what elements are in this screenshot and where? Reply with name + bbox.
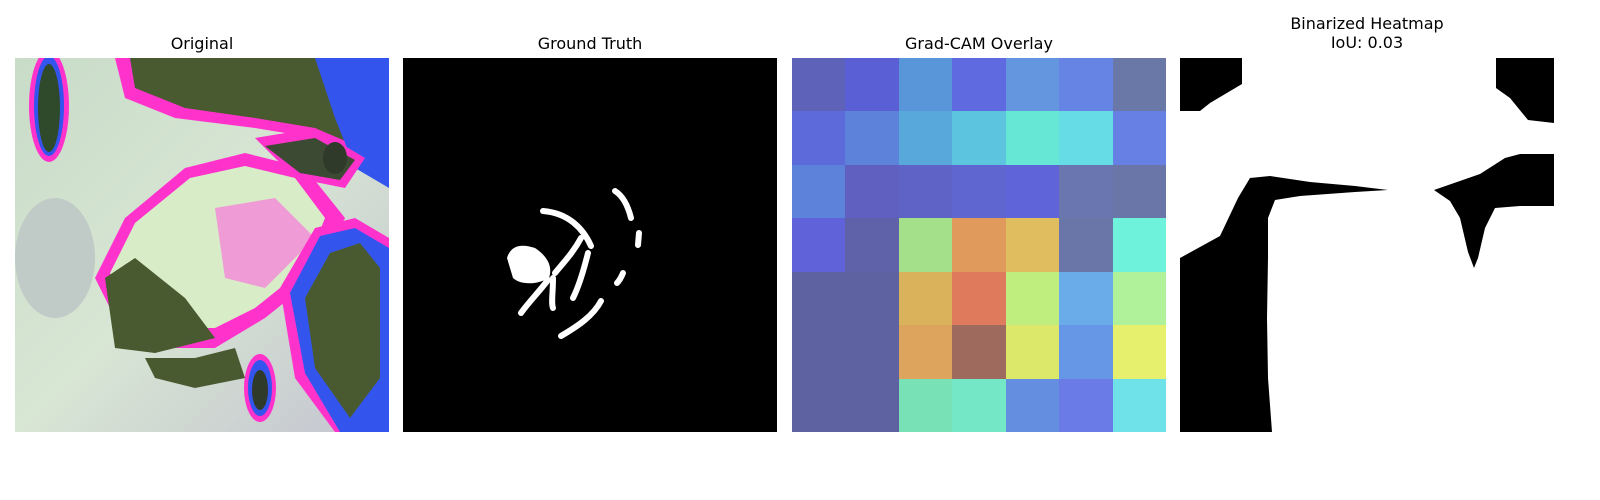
gradcam-cell-r3-c5 (1059, 218, 1113, 272)
gradcam-cell-r6-c3 (952, 378, 1006, 432)
binarized-title-line1: Binarized Heatmap (1290, 14, 1444, 33)
gradcam-cell-r0-c6 (1112, 58, 1166, 112)
gradcam-cell-r3-c3 (952, 218, 1006, 272)
gradcam-cell-r3-c1 (845, 218, 899, 272)
original-leaf-picture (15, 58, 389, 432)
gradcam-cell-r2-c4 (1005, 164, 1060, 219)
gradcam-cell-r0-c2 (898, 58, 953, 112)
gradcam-cell-r4-c1 (845, 271, 899, 326)
gradcam-cell-r6-c2 (898, 378, 953, 432)
gradcam-cell-r5-c5 (1059, 325, 1113, 379)
binarized-title: Binarized Heatmap IoU: 0.03 (1180, 14, 1554, 52)
gradcam-cell-r0-c3 (952, 58, 1006, 112)
gradcam-cell-r1-c5 (1059, 111, 1113, 165)
original-title: Original (15, 34, 389, 53)
gradcam-cell-r6-c4 (1005, 378, 1060, 432)
gradcam-cell-r5-c0 (792, 325, 846, 379)
gradcam-cell-r1-c0 (792, 111, 846, 165)
gradcam-cell-r0-c5 (1059, 58, 1113, 112)
gradcam-cell-r1-c3 (952, 111, 1006, 165)
ground-truth-mask-picture (403, 58, 777, 432)
original-title-text: Original (170, 34, 234, 53)
gradcam-cell-r3-c2 (898, 218, 953, 272)
ground-truth-title-text: Ground Truth (537, 34, 643, 53)
gradcam-cell-r6-c0 (792, 378, 846, 432)
binarized-heatmap-picture (1180, 58, 1554, 432)
gradcam-cell-r0-c0 (792, 58, 846, 112)
gradcam-title-text: Grad-CAM Overlay (905, 34, 1053, 53)
gradcam-cell-r3-c6 (1112, 218, 1166, 272)
gradcam-cell-r2-c2 (898, 164, 953, 219)
gradcam-cell-r5-c2 (898, 325, 953, 379)
ground-truth-title: Ground Truth (403, 34, 777, 53)
gradcam-cell-r2-c1 (845, 164, 899, 219)
binarized-iou-label: IoU: 0.03 (1330, 33, 1404, 52)
gradcam-cell-r5-c4 (1005, 325, 1060, 379)
gradcam-cell-r2-c3 (952, 164, 1006, 219)
ground-truth-mask (403, 58, 777, 432)
gradcam-cell-r2-c5 (1059, 164, 1113, 219)
gradcam-cell-r4-c5 (1059, 271, 1113, 326)
binarized-heatmap (1180, 58, 1554, 432)
gradcam-grid (792, 58, 1166, 432)
gradcam-cell-r0-c4 (1005, 58, 1060, 112)
gradcam-cell-r1-c4 (1005, 111, 1060, 165)
gradcam-cell-r1-c1 (845, 111, 899, 165)
gradcam-cell-r3-c0 (792, 218, 846, 272)
gradcam-cell-r5-c3 (952, 325, 1006, 379)
gradcam-cell-r4-c4 (1005, 271, 1060, 326)
gradcam-cell-r4-c2 (898, 271, 953, 326)
gradcam-cell-r1-c6 (1112, 111, 1166, 165)
gradcam-cell-r6-c5 (1059, 378, 1113, 432)
gradcam-title: Grad-CAM Overlay (792, 34, 1166, 53)
gradcam-cell-r4-c0 (792, 271, 846, 326)
gradcam-heatmap (792, 58, 1166, 432)
gradcam-cell-r3-c4 (1005, 218, 1060, 272)
gradcam-cell-r2-c0 (792, 164, 846, 219)
gradcam-cell-r4-c3 (952, 271, 1006, 326)
gradcam-cell-r5-c1 (845, 325, 899, 379)
gradcam-cell-r0-c1 (845, 58, 899, 112)
gradcam-cell-r6-c1 (845, 378, 899, 432)
gradcam-cell-r1-c2 (898, 111, 953, 165)
gradcam-cell-r5-c6 (1112, 325, 1166, 379)
gradcam-cell-r6-c6 (1112, 378, 1166, 432)
gradcam-cell-r4-c6 (1112, 271, 1166, 326)
original-image (15, 58, 389, 432)
gradcam-cell-r2-c6 (1112, 164, 1166, 219)
